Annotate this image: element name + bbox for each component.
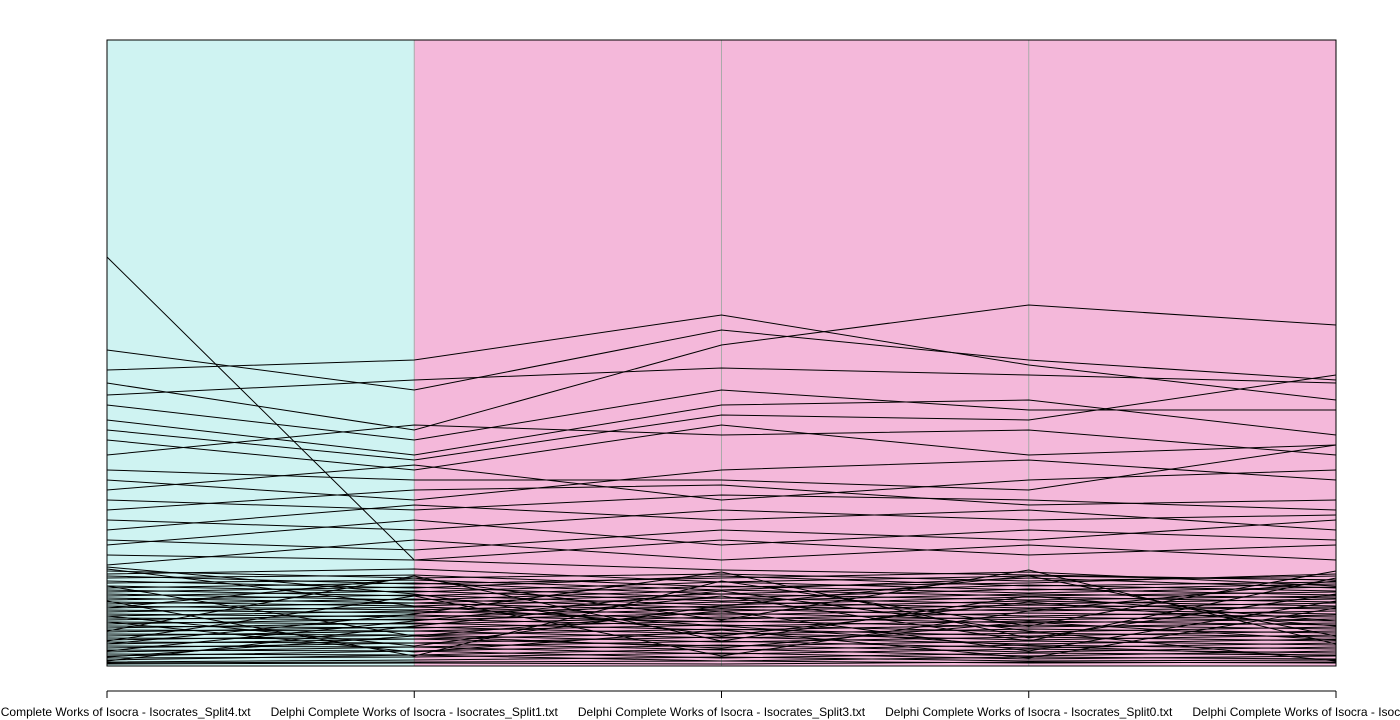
x-tick-label: Delphi Complete Works of Isocra - Isocra… (578, 705, 866, 719)
data-line (106, 577, 1337, 662)
data-line (106, 459, 1337, 501)
data-line (106, 374, 1337, 461)
data-line (106, 504, 1337, 531)
data-line (106, 634, 1337, 643)
data-line (106, 656, 1337, 663)
data-line (106, 424, 1337, 471)
data-line (106, 575, 1337, 642)
data-line (106, 484, 1337, 511)
data-line (106, 614, 1337, 623)
data-line (106, 571, 1337, 645)
data-line (106, 585, 1337, 652)
data-line (106, 610, 1337, 620)
data-line (106, 606, 1337, 616)
plot-border (106, 39, 1337, 667)
data-line (106, 314, 1337, 401)
data-line (106, 519, 1337, 546)
data-line (106, 594, 1337, 606)
data-line (106, 642, 1337, 651)
data-line (106, 399, 1337, 456)
segment-background (721, 40, 1029, 666)
data-line (106, 575, 1337, 647)
data-line (106, 389, 1336, 441)
segment-background (107, 40, 415, 666)
data-line (106, 367, 1337, 396)
data-line (106, 304, 1337, 431)
data-line (106, 650, 1337, 659)
data-line (106, 424, 1337, 456)
x-tick-label: Delphi Complete Works of Isocra - Isocra… (885, 705, 1173, 719)
data-line (106, 568, 1337, 657)
data-line (106, 444, 1337, 491)
data-line (106, 575, 1337, 589)
data-line (106, 626, 1337, 635)
data-line (106, 646, 1337, 655)
data-line (106, 573, 1337, 588)
data-line (106, 620, 1337, 629)
data-line (106, 539, 1337, 561)
data-line (106, 581, 1337, 593)
data-line (106, 539, 1337, 566)
data-line (106, 607, 1337, 659)
data-line (106, 580, 1337, 657)
data-line (106, 616, 1337, 625)
data-line (106, 648, 1337, 657)
x-tick-label: Delphi Complete Works of Isocra - Isocra… (0, 705, 251, 719)
data-line (106, 329, 1337, 391)
data-line (106, 661, 1337, 665)
data-line (106, 590, 1337, 602)
data-line (106, 621, 1337, 658)
data-line (106, 638, 1337, 647)
segment-background (1028, 40, 1336, 666)
data-line (106, 598, 1337, 609)
x-tick-label: Delphi Complete Works of Isocra - Isocra… (1192, 705, 1400, 719)
data-line (106, 569, 1337, 645)
x-tick-label: Delphi Complete Works of Isocra - Isocra… (271, 705, 559, 719)
data-line (106, 464, 1337, 501)
data-line (106, 509, 1337, 531)
data-line (106, 566, 1337, 637)
